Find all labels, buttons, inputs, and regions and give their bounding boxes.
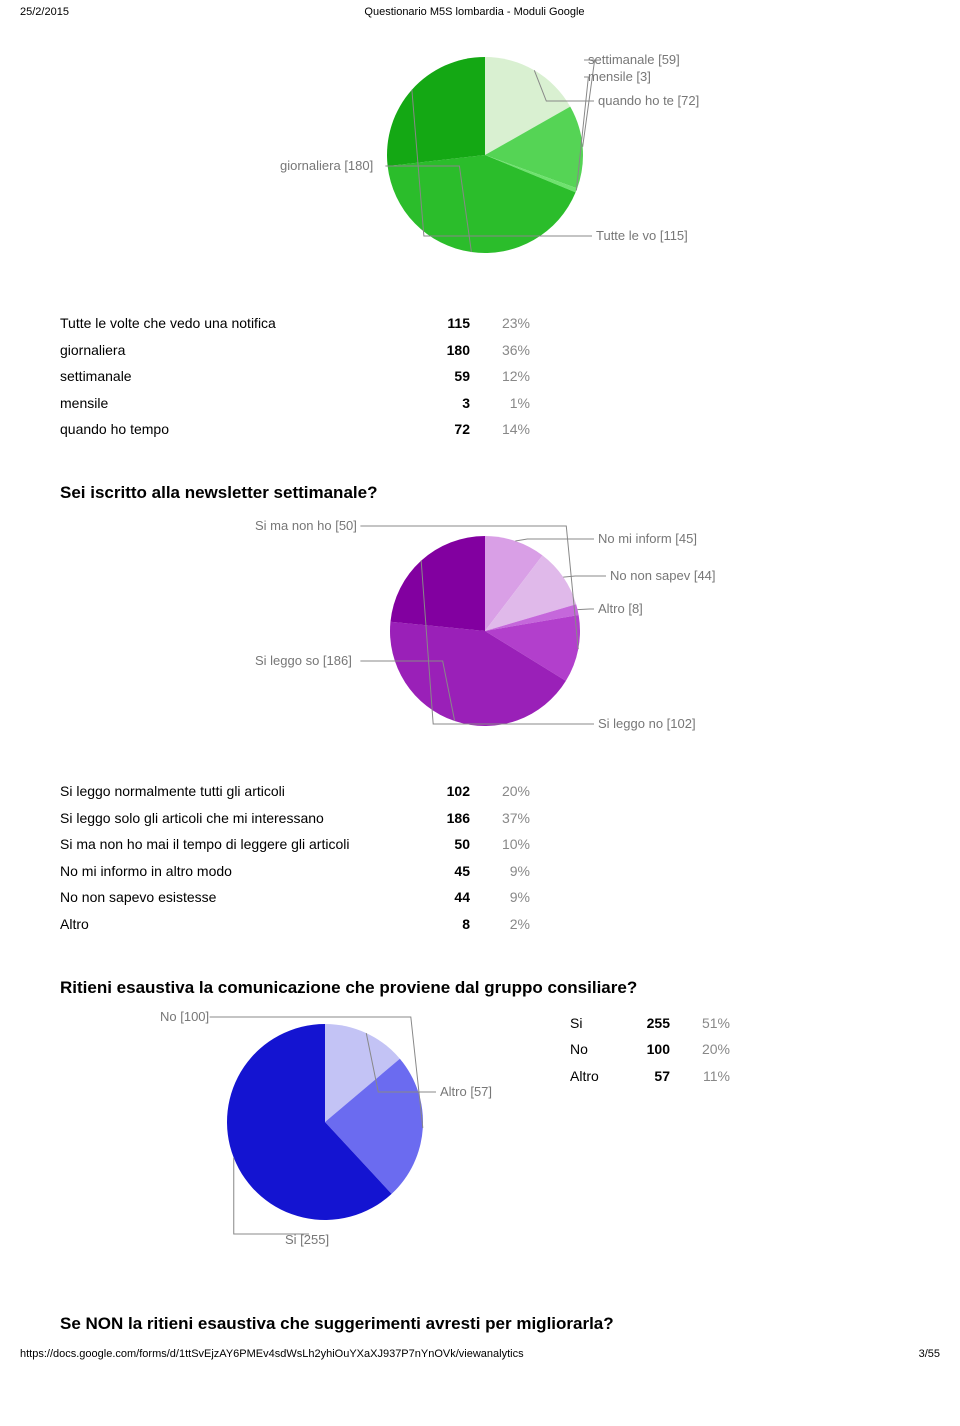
table-row: Si leggo normalmente tutti gli articoli1… [60, 778, 900, 805]
row-count: 57 [620, 1063, 670, 1090]
row-pct: 23% [470, 310, 530, 337]
row-pct: 12% [470, 363, 530, 390]
pie-slice [390, 536, 485, 631]
chart-callout-line [563, 576, 606, 577]
table-row: mensile31% [60, 390, 900, 417]
row-label: No mi informo in altro modo [60, 858, 420, 885]
chart-callout-label: No [100] [160, 1009, 209, 1024]
footer-url-text: https://docs.google.com/forms/d/1ttSvEjz… [20, 1348, 524, 1360]
chart-callout-label: Tutte le vo [115] [596, 228, 688, 243]
pie-slice [387, 57, 485, 166]
row-count: 180 [420, 337, 470, 364]
chart-callout-label: No mi inform [45] [598, 531, 697, 546]
chart-1-svg [150, 30, 810, 280]
table-row: Altro82% [60, 911, 900, 938]
row-pct: 9% [470, 858, 530, 885]
row-pct: 20% [670, 1036, 730, 1063]
row-label: mensile [60, 390, 420, 417]
chart-callout-label: Si leggo no [102] [598, 716, 696, 731]
row-label: Si leggo solo gli articoli che mi intere… [60, 805, 420, 832]
row-pct: 1% [470, 390, 530, 417]
row-pct: 10% [470, 831, 530, 858]
row-label: settimanale [60, 363, 420, 390]
row-pct: 36% [470, 337, 530, 364]
row-count: 115 [420, 310, 470, 337]
row-pct: 11% [670, 1063, 730, 1090]
header-date: 25/2/2015 [20, 6, 69, 18]
row-label: Altro [570, 1063, 620, 1090]
row-count: 50 [420, 831, 470, 858]
table-row: Tutte le volte che vedo una notifica1152… [60, 310, 900, 337]
chart-callout-label: giornaliera [180] [280, 158, 373, 173]
row-label: quando ho tempo [60, 416, 420, 443]
table-row: Si ma non ho mai il tempo di leggere gli… [60, 831, 900, 858]
table-row: Altro5711% [570, 1063, 730, 1090]
page-header: 25/2/2015 Questionario M5S lombardia - M… [0, 0, 960, 20]
row-count: 186 [420, 805, 470, 832]
table-row: settimanale5912% [60, 363, 900, 390]
row-count: 44 [420, 884, 470, 911]
table-3: Si25551%No10020%Altro5711% [570, 1004, 730, 1090]
question-3-heading: Ritieni esaustiva la comunicazione che p… [60, 978, 900, 998]
chart-callout-label: Altro [8] [598, 601, 643, 616]
table-row: No10020% [570, 1036, 730, 1063]
table-row: Si25551% [570, 1010, 730, 1037]
chart-3-pie: No [100] Altro [57] Si [255] [60, 1004, 530, 1254]
chart-callout-label: Altro [57] [440, 1084, 492, 1099]
table-row: No mi informo in altro modo459% [60, 858, 900, 885]
footer-page-num: 3/55 [919, 1348, 940, 1360]
row-label: Si leggo normalmente tutti gli articoli [60, 778, 420, 805]
chart-2-pie: Si ma non ho [50] No mi inform [45] No non… [150, 513, 810, 748]
chart-callout-line [578, 609, 594, 610]
chart-2-svg [150, 513, 810, 748]
row-pct: 20% [470, 778, 530, 805]
row-count: 45 [420, 858, 470, 885]
row-label: No [570, 1036, 620, 1063]
chart-callout-label: settimanale [59] [588, 52, 680, 67]
table-row: quando ho tempo7214% [60, 416, 900, 443]
row-label: giornaliera [60, 337, 420, 364]
row-count: 59 [420, 363, 470, 390]
row-label: Si ma non ho mai il tempo di leggere gli… [60, 831, 420, 858]
row-count: 72 [420, 416, 470, 443]
row-pct: 51% [670, 1010, 730, 1037]
row-count: 100 [620, 1036, 670, 1063]
question-4-heading: Se NON la ritieni esaustiva che suggerim… [60, 1314, 900, 1334]
row-pct: 37% [470, 805, 530, 832]
table-row: Si leggo solo gli articoli che mi intere… [60, 805, 900, 832]
chart-callout-label: Si leggo so [186] [255, 653, 352, 668]
row-count: 3 [420, 390, 470, 417]
row-count: 255 [620, 1010, 670, 1037]
chart-3-svg [60, 1004, 530, 1254]
chart-1-pie: settimanale [59] mensile [3] quando ho te … [150, 30, 810, 280]
page-footer: https://docs.google.com/forms/d/1ttSvEjz… [0, 1340, 960, 1366]
row-pct: 2% [470, 911, 530, 938]
chart-callout-label: quando ho te [72] [598, 93, 699, 108]
table-row: giornaliera18036% [60, 337, 900, 364]
question-2-heading: Sei iscritto alla newsletter settimanale… [60, 483, 900, 503]
row-count: 8 [420, 911, 470, 938]
row-label: Si [570, 1010, 620, 1037]
chart-callout-label: Si ma non ho [50] [255, 518, 357, 533]
row-label: Altro [60, 911, 420, 938]
table-2: Si leggo normalmente tutti gli articoli1… [60, 778, 900, 938]
table-row: No non sapevo esistesse449% [60, 884, 900, 911]
header-title: Questionario M5S lombardia - Moduli Goog… [69, 6, 880, 18]
row-label: No non sapevo esistesse [60, 884, 420, 911]
chart-callout-label: Si [255] [285, 1232, 329, 1247]
row-count: 102 [420, 778, 470, 805]
row-label: Tutte le volte che vedo una notifica [60, 310, 420, 337]
table-1: Tutte le volte che vedo una notifica1152… [60, 310, 900, 443]
row-pct: 14% [470, 416, 530, 443]
chart-callout-label: No non sapev [44] [610, 568, 716, 583]
row-pct: 9% [470, 884, 530, 911]
chart-callout-line [515, 539, 594, 541]
chart-callout-label: mensile [3] [588, 69, 651, 84]
